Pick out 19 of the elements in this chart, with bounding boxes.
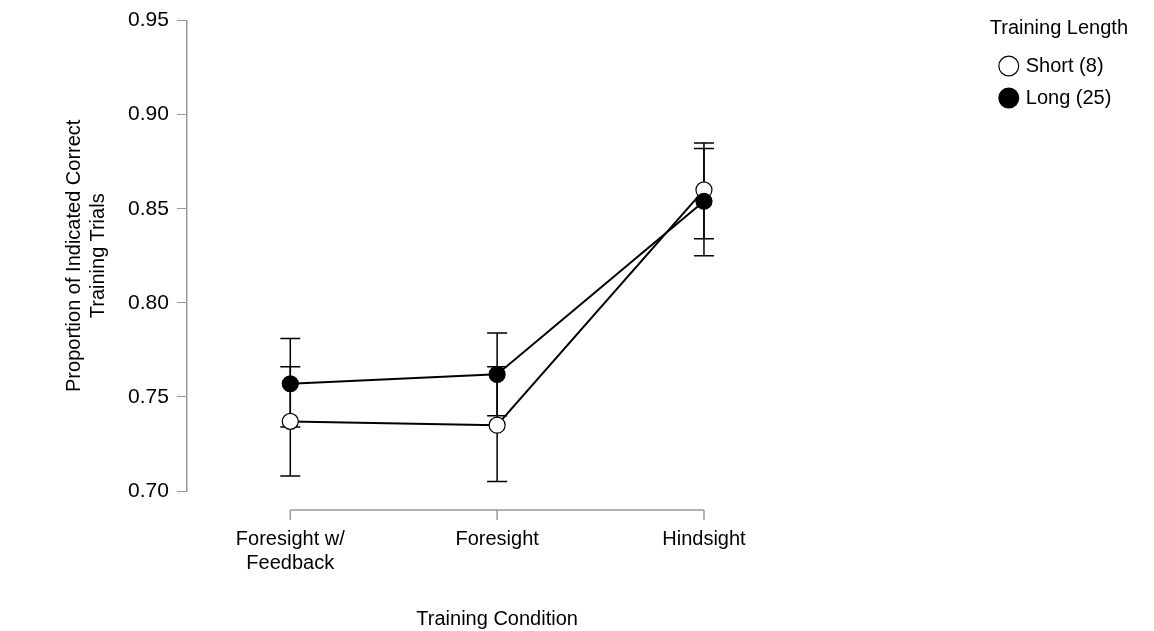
point bbox=[488, 365, 506, 383]
y-tick-label: 0.95 bbox=[128, 7, 169, 31]
point bbox=[695, 192, 713, 210]
x-tick-label: Foresight bbox=[455, 526, 540, 549]
legend-title: Training Length bbox=[989, 15, 1129, 38]
y-tick-label: 0.85 bbox=[128, 195, 169, 219]
point bbox=[281, 412, 299, 430]
x-axis-title: Training Condition bbox=[416, 606, 578, 629]
legend-label: Short (8) bbox=[1025, 53, 1104, 76]
y-tick-label: 0.80 bbox=[128, 289, 169, 313]
x-tick-label: Hindsight bbox=[662, 526, 747, 549]
point bbox=[281, 375, 299, 393]
y-tick-label: 0.75 bbox=[128, 383, 169, 407]
y-axis-title: Proportion of Indicated Correct Training Trials bbox=[61, 119, 108, 392]
x-tick-label: Foresight w/ Feedback bbox=[235, 526, 346, 573]
y-tick-label: 0.70 bbox=[128, 477, 169, 501]
point bbox=[488, 416, 506, 434]
legend-label: Long (25) bbox=[1025, 85, 1112, 108]
y-tick-label: 0.90 bbox=[128, 101, 169, 125]
